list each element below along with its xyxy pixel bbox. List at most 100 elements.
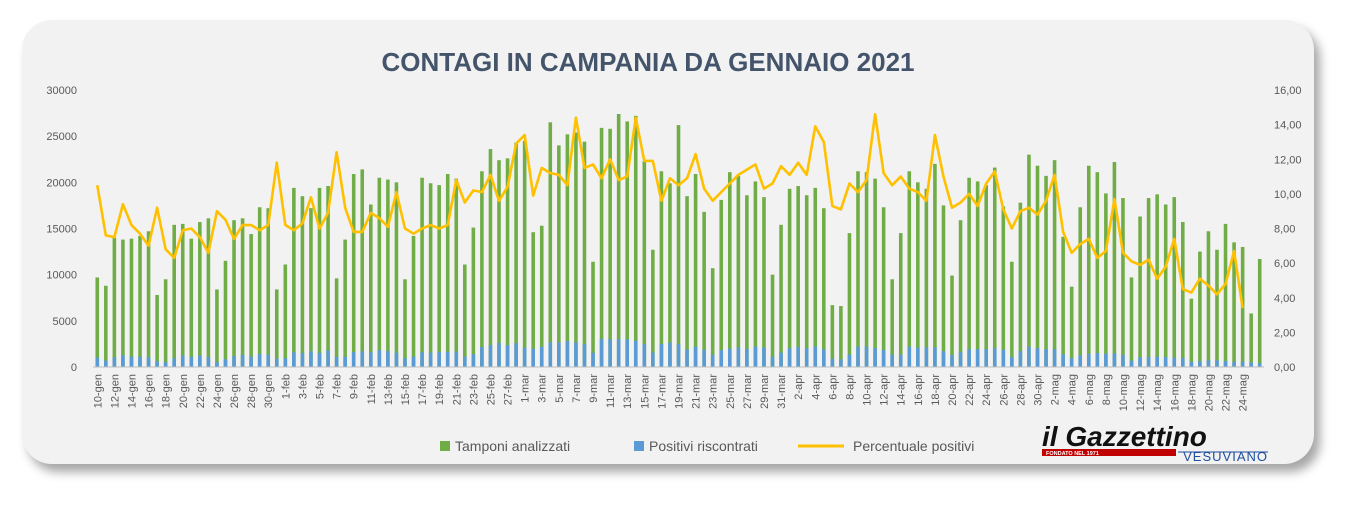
x-tick-label: 7-feb [332, 374, 344, 399]
logo-sub: VESUVIANO [1183, 449, 1268, 462]
x-tick-label: 2-apr [793, 374, 805, 400]
bar-tamponi [685, 196, 689, 367]
bar-tamponi [898, 233, 903, 367]
bar-tamponi [984, 185, 988, 367]
bar-positivi [1018, 351, 1023, 367]
bar-tamponi [505, 158, 510, 367]
bar-tamponi [1027, 154, 1031, 367]
x-tick-label: 4-apr [810, 374, 822, 400]
x-tick-label: 26-gen [229, 374, 241, 408]
bar-positivi [129, 356, 134, 367]
bar-positivi [822, 349, 826, 367]
bar-positivi [334, 356, 339, 367]
bar-positivi [257, 353, 262, 367]
bar-positivi [676, 343, 681, 367]
bar-positivi [1189, 361, 1194, 367]
bar-tamponi [351, 174, 356, 367]
bar-positivi [104, 360, 108, 367]
bar-tamponi [659, 171, 664, 367]
bar-positivi [642, 343, 647, 367]
bar-tamponi [787, 188, 792, 367]
bar-positivi [198, 355, 202, 367]
bar-tamponi [146, 231, 151, 367]
left-tick-label: 15000 [46, 224, 77, 236]
logo-red-bar [1042, 449, 1176, 456]
bar-tamponi [881, 207, 886, 367]
bar-tamponi [215, 289, 219, 367]
bar-positivi [736, 347, 741, 367]
gazzettino-logo: il Gazzettino FONDATO NEL 1971 VESUVIANO [1042, 422, 1268, 462]
bar-tamponi [334, 278, 339, 367]
bar-tamponi [198, 222, 202, 367]
bar-positivi [1155, 356, 1159, 367]
bar-positivi [719, 350, 724, 367]
bar-tamponi [240, 218, 245, 367]
bar-positivi [249, 356, 253, 367]
right-tick-label: 4,00 [1274, 293, 1295, 305]
bar-positivi [1172, 357, 1177, 367]
legend-label-percentuale: Percentuale positivi [853, 438, 974, 454]
bar-positivi [1069, 358, 1074, 367]
x-tick-label: 21-mar [691, 374, 703, 409]
bar-positivi [394, 352, 399, 367]
bar-tamponi [480, 171, 484, 367]
logo-tagline: FONDATO NEL 1971 [1046, 451, 1099, 457]
bar-positivi [386, 351, 390, 367]
bar-tamponi [1061, 236, 1065, 367]
x-tick-label: 22-gen [195, 374, 207, 408]
bar-tamponi [582, 141, 587, 367]
bar-positivi [95, 357, 100, 367]
bar-positivi [1078, 355, 1083, 367]
bar-tamponi [804, 195, 809, 367]
x-tick-label: 11-feb [366, 374, 378, 404]
bar-positivi [309, 351, 313, 367]
bar-tamponi [206, 218, 211, 367]
x-tick-label: 10-apr [862, 374, 874, 406]
x-tick-label: 10-gen [92, 374, 104, 408]
bar-tamponi [1112, 162, 1117, 367]
bar-tamponi [420, 177, 424, 367]
right-tick-label: 2,00 [1274, 327, 1295, 339]
bar-positivi [232, 356, 236, 367]
bar-positivi [206, 356, 211, 367]
bar-tamponi [163, 279, 168, 367]
bar-tamponi [839, 306, 843, 367]
bar-positivi [360, 351, 365, 367]
bar-positivi [727, 348, 732, 367]
bar-tamponi [488, 149, 493, 367]
bar-tamponi [437, 185, 441, 367]
x-tick-label: 27-feb [503, 374, 515, 405]
bar-tamponi [1181, 222, 1185, 367]
logo-name: il Gazzettino [1042, 422, 1207, 452]
bar-tamponi [1121, 198, 1125, 367]
bar-tamponi [300, 196, 305, 367]
x-tick-label: 24-gen [212, 374, 224, 408]
bar-tamponi [1035, 165, 1040, 367]
bar-tamponi [428, 183, 433, 367]
left-axis: 0 5000 10000 15000 20000 25000 30000 [46, 85, 77, 374]
bar-tamponi [377, 177, 382, 367]
bar-tamponi [343, 239, 347, 367]
bar-tamponi [1086, 165, 1091, 367]
bar-positivi [121, 355, 125, 367]
bar-positivi [266, 354, 271, 367]
bar-tamponi [924, 188, 929, 367]
bar-positivi [779, 352, 783, 367]
bar-tamponi [1215, 249, 1219, 367]
x-tick-label: 6-mag [1084, 374, 1096, 405]
bar-positivi [471, 354, 476, 367]
x-tick-label: 14-gen [126, 374, 138, 408]
bar-positivi [454, 351, 459, 367]
bar-positivi [1249, 362, 1253, 367]
bar-positivi [941, 351, 946, 367]
bar-positivi [975, 349, 980, 367]
bar-tamponi [693, 174, 698, 367]
x-tick-label: 3-feb [297, 374, 309, 399]
bar-tamponi [232, 220, 236, 367]
x-tick-label: 27-mar [742, 374, 754, 409]
x-tick-label: 10-mag [1118, 374, 1130, 411]
bar-tamponi [745, 195, 749, 367]
x-tick-label: 18-apr [930, 374, 942, 406]
x-tick-label: 28-apr [1015, 374, 1027, 406]
bar-tamponi [975, 181, 980, 367]
